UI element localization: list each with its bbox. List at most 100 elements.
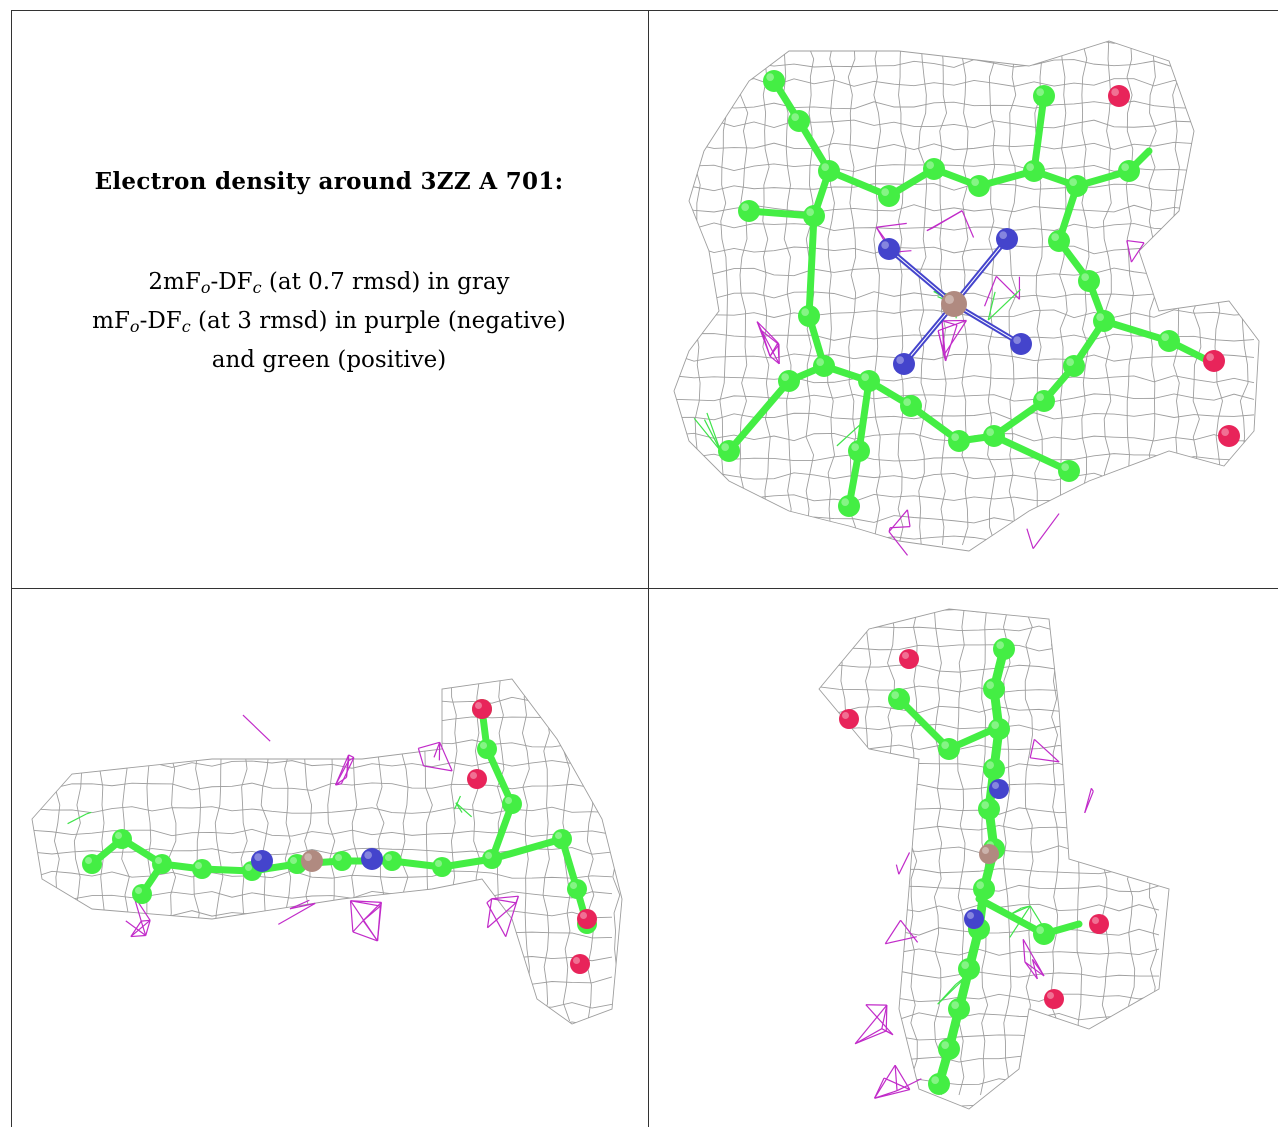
negative-density [1026, 513, 1060, 549]
bond [1030, 92, 1048, 175]
negative-density [926, 210, 975, 238]
edge-view-render [31, 678, 623, 1025]
carbon-atom [1093, 310, 1115, 332]
bond [855, 377, 873, 455]
negative-density [983, 275, 1021, 307]
oxygen-atom [472, 699, 492, 719]
top-border [11, 10, 1278, 11]
negative-density [888, 509, 911, 556]
carbon-atom [552, 829, 572, 849]
nitrogen-atom [989, 779, 1009, 799]
nitrogen-atom [361, 848, 383, 870]
carbon-atom [993, 638, 1015, 660]
negative-density [1022, 939, 1045, 980]
carbon-atom [1023, 160, 1045, 182]
line1-suffix: (at 0.7 rmsd) in gray [261, 269, 510, 295]
negative-density [334, 754, 355, 786]
negative-density [1126, 239, 1145, 263]
carbon-atom [803, 205, 825, 227]
carbon-atom [382, 851, 402, 871]
oxygen-atom [1203, 350, 1225, 372]
carbon-atom [900, 395, 922, 417]
carbon-atom [988, 718, 1010, 740]
oxygen-atom [1089, 914, 1109, 934]
carbon-atom [567, 879, 587, 899]
bond [953, 303, 1022, 345]
nitrogen-atom [893, 353, 915, 375]
metal-atom [979, 844, 999, 864]
oxygen-atom [1108, 85, 1130, 107]
negative-density [1029, 738, 1060, 763]
density-mesh-2fofc [31, 678, 623, 1025]
carbon-atom [928, 1073, 950, 1095]
carbon-atom [502, 794, 522, 814]
line2-prefix: mF [92, 308, 130, 334]
carbon-atom [1078, 270, 1100, 292]
negative-density [937, 319, 967, 362]
carbon-atom [923, 158, 945, 180]
line2-suffix: (at 3 rmsd) in purple (negative) [190, 308, 566, 334]
carbon-atom [332, 851, 352, 871]
carbon-atom [948, 998, 970, 1020]
negative-density [873, 1064, 922, 1099]
oxygen-atom [1044, 989, 1064, 1009]
carbon-atom [82, 854, 102, 874]
carbon-atom [938, 1038, 960, 1060]
carbon-atom [778, 370, 800, 392]
carbon-atom [1158, 330, 1180, 352]
nitrogen-atom [878, 238, 900, 260]
carbon-atom [192, 859, 212, 879]
carbon-atom [718, 440, 740, 462]
nitrogen-atom [996, 228, 1018, 250]
carbon-atom [798, 305, 820, 327]
carbon-atom [763, 70, 785, 92]
bond [488, 835, 566, 863]
carbon-atom [738, 200, 760, 222]
oxygen-atom [577, 909, 597, 929]
carbon-atom [482, 849, 502, 869]
top-view-panel [649, 11, 1278, 588]
carbon-atom [432, 857, 452, 877]
negative-density [884, 919, 919, 945]
carbon-atom [973, 878, 995, 900]
bond [990, 432, 1073, 475]
positive-density [454, 795, 473, 818]
carbon-atom [1033, 923, 1055, 945]
metal-atom [301, 850, 323, 872]
middle-divider [11, 588, 1278, 589]
line1-mid: -DF [210, 269, 253, 295]
side-view-render [818, 608, 1170, 1110]
edge-view-panel [12, 589, 648, 1127]
line1-prefix: 2mF [148, 269, 201, 295]
carbon-atom [1033, 85, 1055, 107]
caption-line-1: 2mFo-DFc (at 0.7 rmsd) in gray [92, 263, 566, 302]
caption-text: 2mFo-DFc (at 0.7 rmsd) in gray mFo-DFc (… [92, 263, 566, 380]
carbon-atom [858, 370, 880, 392]
line2-mid: -DF [139, 308, 182, 334]
oxygen-atom [899, 649, 919, 669]
carbon-atom [938, 738, 960, 760]
carbon-atom [958, 958, 980, 980]
bond [953, 238, 1008, 305]
bond [805, 212, 818, 320]
oxygen-atom [467, 769, 487, 789]
carbon-atom [888, 688, 910, 710]
bond [895, 695, 953, 753]
caption-cell: Electron density around 3ZZ A 701: 2mFo-… [11, 10, 647, 588]
carbon-atom [112, 829, 132, 849]
negative-density [242, 714, 271, 742]
carbon-atom [983, 678, 1005, 700]
nitrogen-atom [1010, 333, 1032, 355]
negative-density [349, 900, 382, 942]
caption-line-3: and green (positive) [211, 347, 447, 373]
carbon-atom [1066, 175, 1088, 197]
bond [888, 248, 955, 305]
carbon-atom [968, 175, 990, 197]
carbon-atom [132, 884, 152, 904]
carbon-atom [788, 110, 810, 132]
carbon-atom [152, 854, 172, 874]
carbon-atom [948, 430, 970, 452]
carbon-atom [983, 425, 1005, 447]
metal-atom [941, 291, 967, 317]
negative-density [278, 899, 316, 925]
